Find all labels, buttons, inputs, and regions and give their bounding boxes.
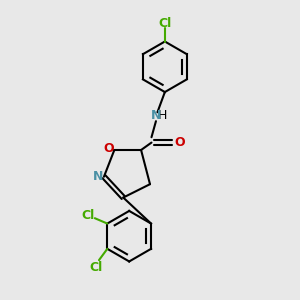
Text: Cl: Cl xyxy=(89,261,103,274)
Text: Cl: Cl xyxy=(81,209,94,222)
Text: Cl: Cl xyxy=(158,17,172,30)
Text: H: H xyxy=(158,109,167,122)
Text: O: O xyxy=(103,142,114,155)
Text: O: O xyxy=(174,136,185,149)
Text: N: N xyxy=(151,109,161,122)
Text: N: N xyxy=(93,170,103,183)
